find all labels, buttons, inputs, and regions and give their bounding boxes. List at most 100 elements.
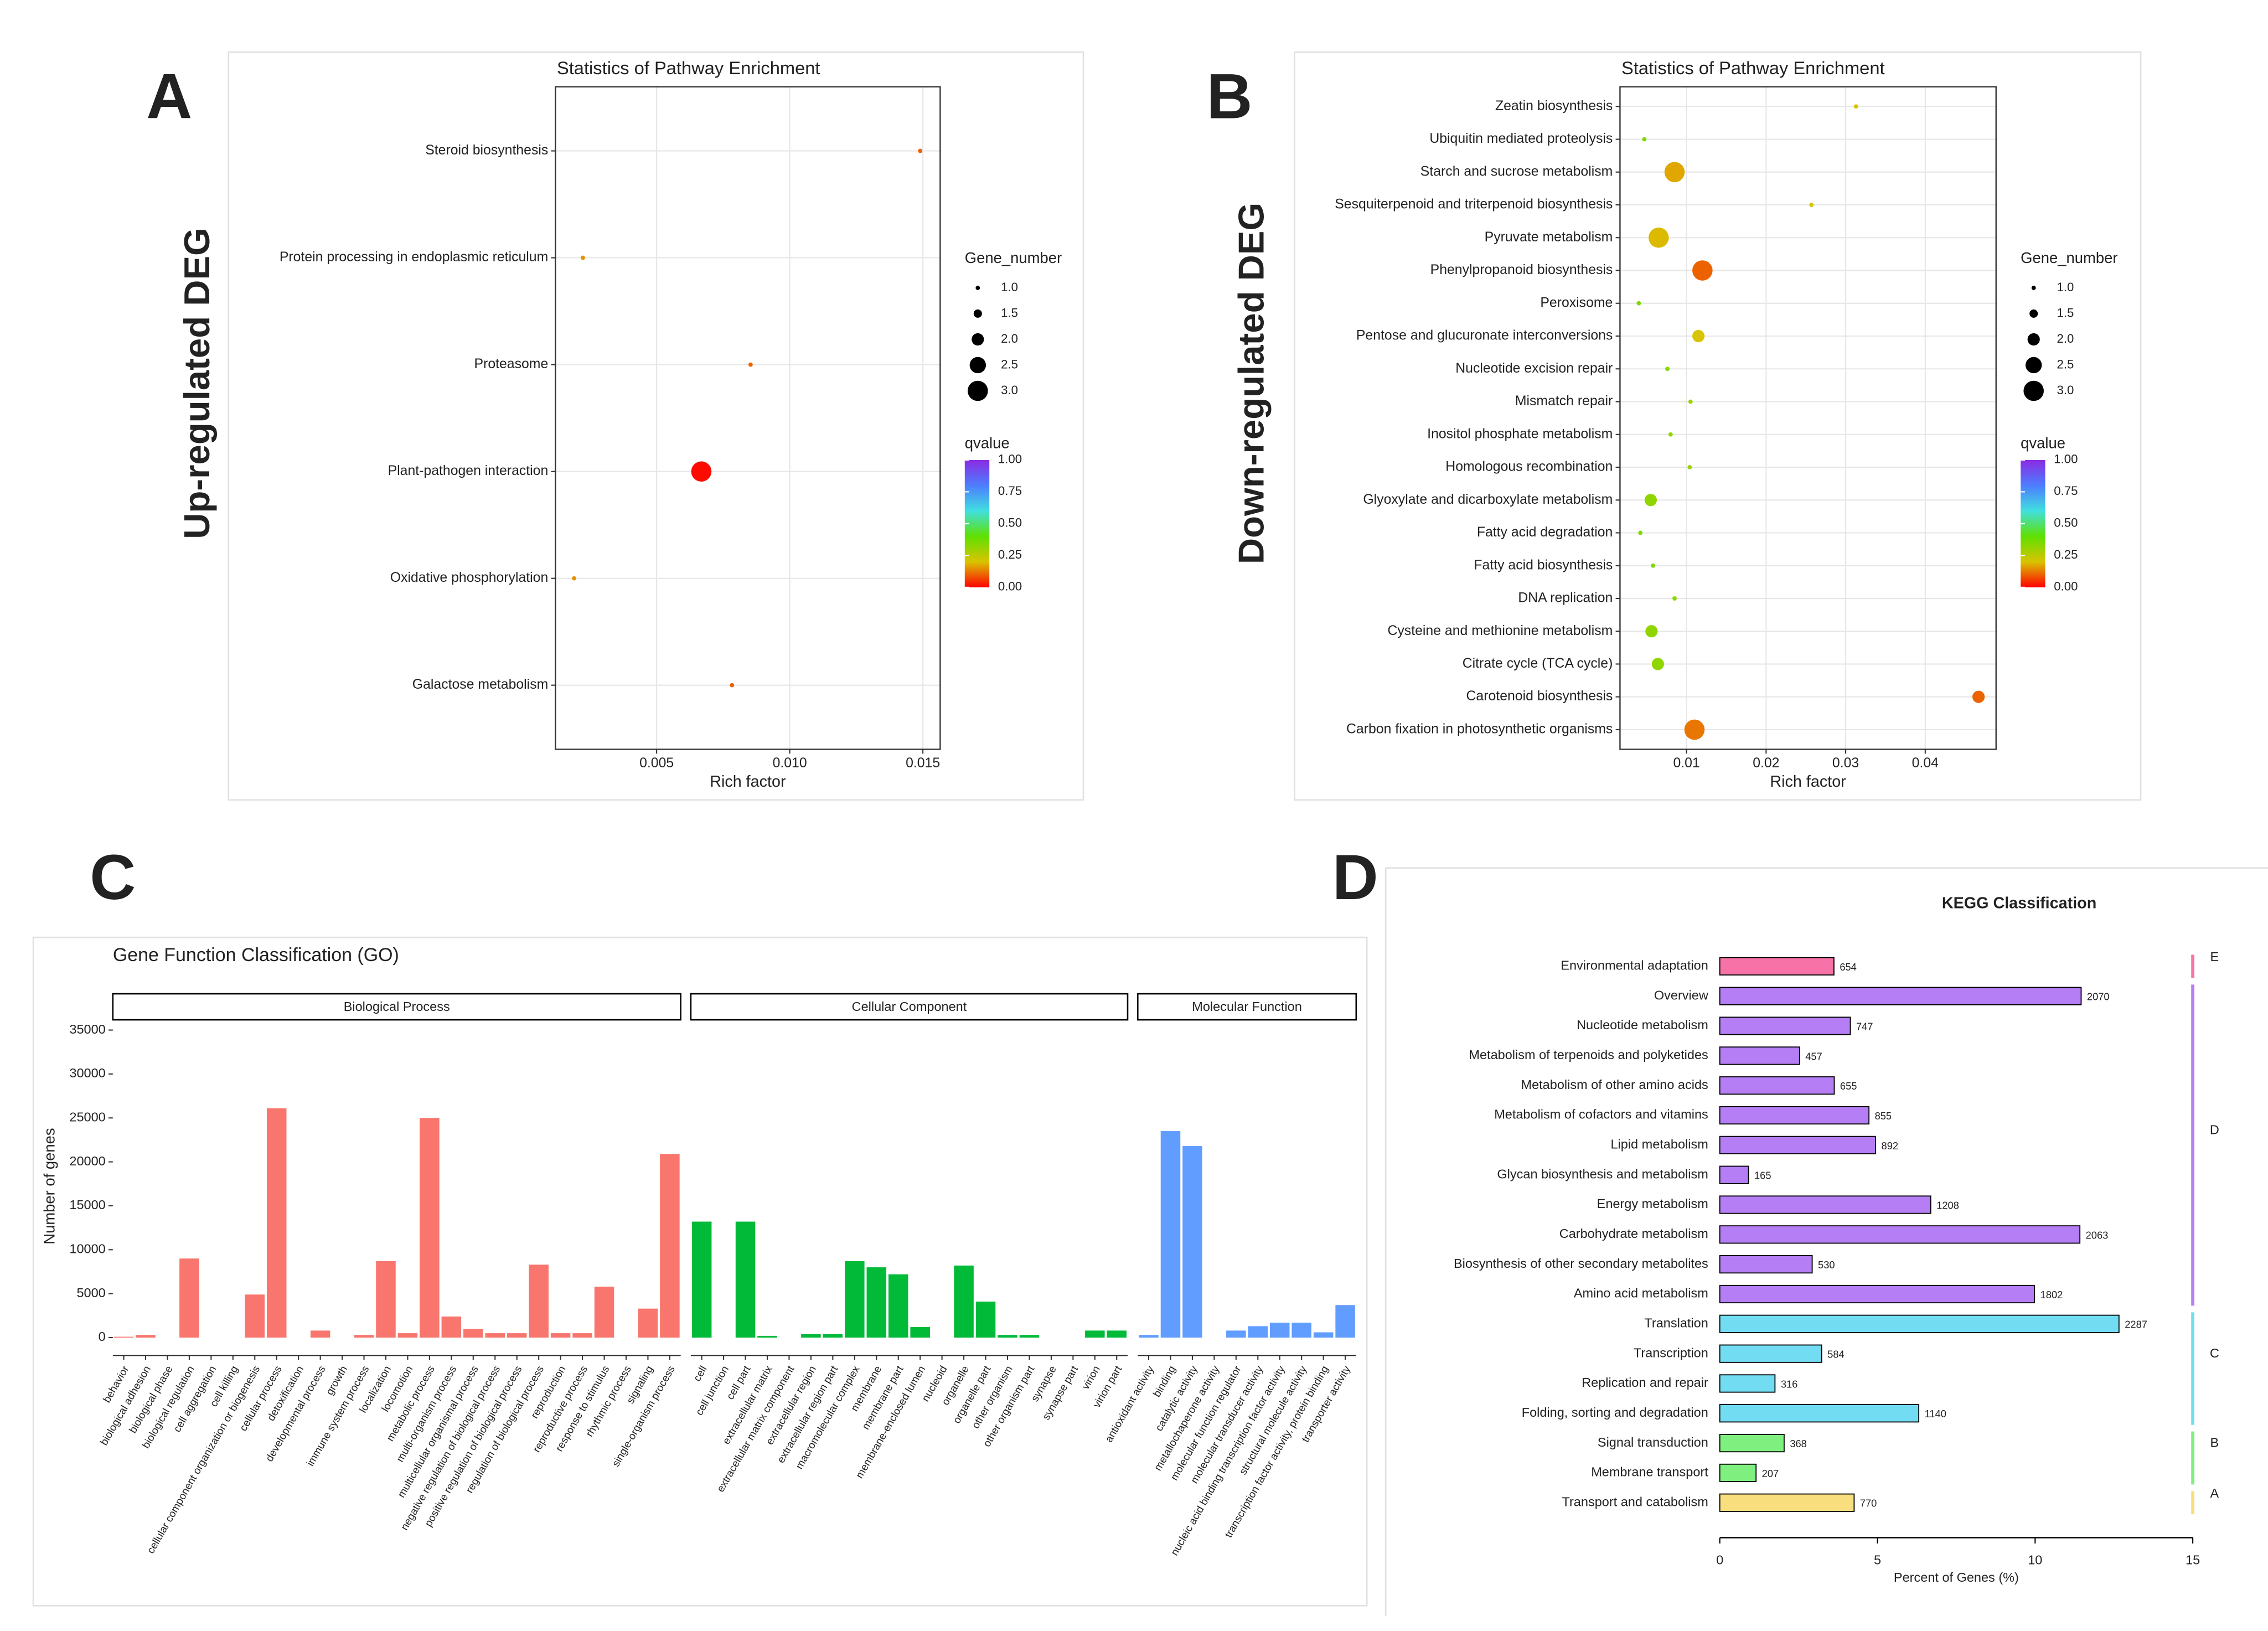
legend-label: 1.0 <box>2057 280 2074 294</box>
group-label: C <box>2210 1346 2219 1360</box>
legend-label: 0.00 <box>998 580 1022 593</box>
legend-label: 1.5 <box>1001 306 1018 319</box>
y-tick-label: Metabolism of terpenoids and polyketides <box>1469 1047 1708 1062</box>
y-tick-label: Zeatin biosynthesis <box>1495 99 1613 113</box>
value-label: 892 <box>1882 1140 1899 1152</box>
bar <box>1719 987 2082 1005</box>
bar <box>1719 1255 1813 1274</box>
bar <box>823 1334 843 1338</box>
point <box>580 255 585 260</box>
panel-frame <box>32 936 1368 1607</box>
y-tick-label: Environmental adaptation <box>1561 958 1708 973</box>
bar <box>1719 1493 1855 1512</box>
bar <box>1719 1016 1851 1035</box>
y-tick-label: Cysteine and methionine metabolism <box>1387 623 1613 638</box>
y-tick-label: Translation <box>1644 1315 1708 1330</box>
bar <box>1226 1330 1246 1338</box>
bar <box>1291 1323 1311 1338</box>
bar <box>1019 1335 1040 1338</box>
bar <box>245 1294 265 1338</box>
y-tick-label: Nucleotide excision repair <box>1455 361 1613 376</box>
x-tick-label: 5 <box>1874 1552 1881 1567</box>
bar <box>638 1308 658 1338</box>
facet-strip <box>1136 993 1357 1021</box>
legend-size-key <box>975 286 980 290</box>
legend-label: 1.0 <box>1001 280 1018 294</box>
y-tick-label: Pyruvate metabolism <box>1485 230 1613 245</box>
point <box>918 148 923 153</box>
bar <box>463 1329 483 1338</box>
legend-size-key <box>2027 333 2040 346</box>
point <box>1684 719 1705 740</box>
x-tick-label: 10 <box>2028 1552 2042 1567</box>
value-label: 2063 <box>2086 1229 2109 1241</box>
y-tick-label: Energy metabolism <box>1597 1196 1708 1211</box>
plot-border <box>555 86 941 750</box>
legend-title: Gene_number <box>965 249 1062 266</box>
plot-area <box>555 86 941 750</box>
chart-title: Statistics of Pathway Enrichment <box>557 58 820 78</box>
legend-label: 0.25 <box>998 548 1022 561</box>
bar <box>1719 1314 2120 1333</box>
y-tick-label: Citrate cycle (TCA cycle) <box>1463 656 1613 671</box>
bar <box>1269 1323 1290 1338</box>
y-tick-label: Fatty acid degradation <box>1477 525 1613 540</box>
side-label: Down-regulated DEG <box>1231 203 1272 564</box>
y-tick-label: 15000 <box>69 1198 105 1212</box>
facet-strip <box>690 993 1129 1021</box>
y-tick-label: DNA replication <box>1518 591 1613 606</box>
y-tick-label: Oxidative phosphorylation <box>390 570 549 585</box>
bar <box>1719 1433 1785 1453</box>
bar <box>1719 1344 1822 1363</box>
y-tick-label: Plant-pathogen interaction <box>388 463 549 478</box>
value-label: 2070 <box>2087 991 2110 1003</box>
value-label: 655 <box>1840 1080 1857 1092</box>
panel-frame <box>1294 51 2142 801</box>
y-tick-label: Fatty acid biosynthesis <box>1474 558 1613 572</box>
value-label: 770 <box>1860 1498 1877 1509</box>
point <box>1665 367 1670 371</box>
bar <box>594 1286 614 1338</box>
y-tick-label: Starch and sucrose metabolism <box>1420 164 1613 179</box>
point <box>1648 227 1669 248</box>
group-label: D <box>2210 1122 2219 1137</box>
y-tick-label: 30000 <box>69 1066 105 1080</box>
value-label: 165 <box>1754 1170 1771 1181</box>
point <box>1642 137 1647 142</box>
legend-label: 3.0 <box>1001 383 1018 397</box>
y-tick-label: Lipid metabolism <box>1610 1137 1708 1152</box>
y-tick-label: Membrane transport <box>1591 1465 1708 1479</box>
point <box>572 576 576 581</box>
bar <box>354 1335 374 1338</box>
point <box>1644 494 1657 507</box>
value-label: 1140 <box>1925 1408 1946 1420</box>
plot-area <box>1620 86 1996 750</box>
legend-title: qvalue <box>2021 434 2065 451</box>
legend-label: 0.50 <box>2054 516 2078 530</box>
value-label: 1208 <box>1936 1199 1959 1211</box>
x-axis-label: Rich factor <box>710 773 786 791</box>
bar <box>266 1108 287 1338</box>
bar <box>136 1335 156 1338</box>
bar <box>376 1261 396 1338</box>
value-label: 457 <box>1805 1050 1822 1062</box>
side-label: Up-regulated DEG <box>177 228 217 539</box>
legend-label: 0.00 <box>2054 580 2078 593</box>
point <box>1638 530 1643 535</box>
legend-title: qvalue <box>965 434 1010 451</box>
bar <box>660 1154 680 1338</box>
bar <box>1335 1305 1355 1338</box>
legend-label: 2.0 <box>2057 332 2074 345</box>
y-tick-label: Ubiquitin mediated proteolysis <box>1429 131 1613 146</box>
bar <box>1719 1374 1776 1393</box>
bar <box>1313 1332 1334 1338</box>
point <box>1809 203 1814 207</box>
legend-label: 0.25 <box>2054 548 2078 561</box>
bar <box>1182 1146 1202 1338</box>
legend-label: 1.00 <box>2054 452 2078 466</box>
y-tick-label: Glyoxylate and dicarboxylate metabolism <box>1363 492 1613 507</box>
bar <box>1719 957 1835 975</box>
y-tick-label: Galactose metabolism <box>412 677 548 692</box>
point <box>1687 465 1692 469</box>
y-tick-label: Amino acid metabolism <box>1574 1286 1708 1300</box>
